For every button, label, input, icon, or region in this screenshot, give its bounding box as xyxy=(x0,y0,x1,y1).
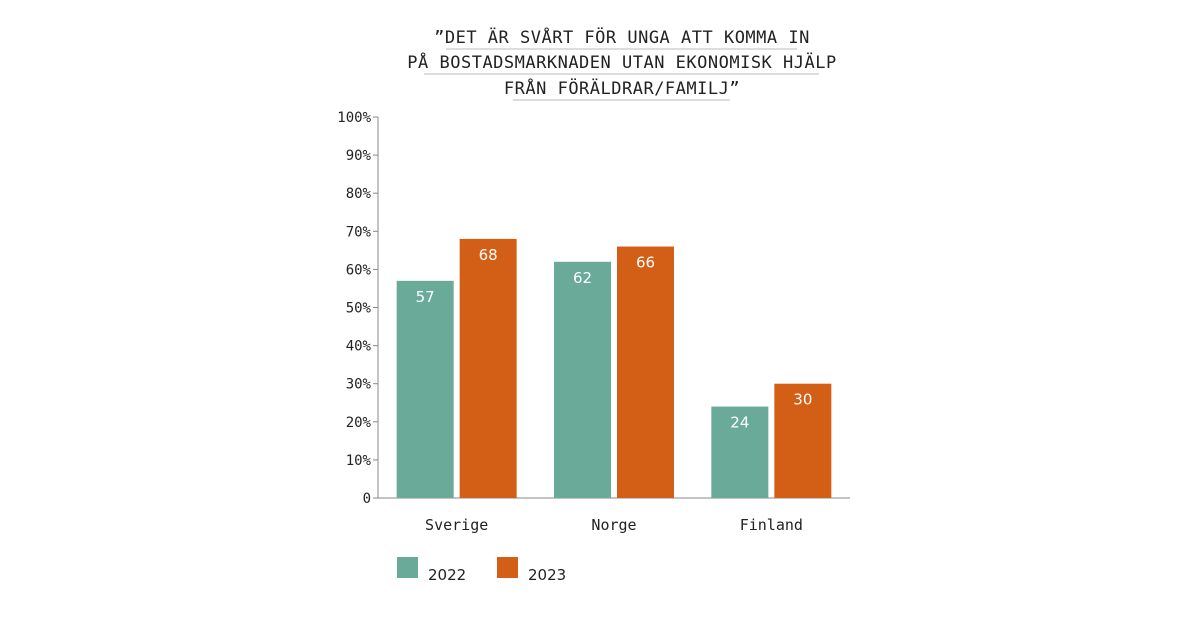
chart-title-line-2: PÅ BOSTADSMARKNADEN UTAN EKONOMISK HJÄLP xyxy=(407,51,836,73)
legend-label: 2022 xyxy=(428,566,466,584)
y-axis-ticks: 0 10% 20% 30% 40% 50% 60% 70% 80% 90% 100% xyxy=(337,110,378,507)
bar-2022-sverige xyxy=(396,280,454,498)
y-tick-label: 80% xyxy=(346,186,372,202)
data-label: 57 xyxy=(416,288,435,306)
data-label: 68 xyxy=(479,246,498,264)
data-label: 24 xyxy=(730,414,749,432)
y-tick-label: 0 xyxy=(363,491,371,507)
legend: 2022 2023 xyxy=(397,557,566,584)
category-label: Finland xyxy=(740,516,803,534)
bar-2023-norge xyxy=(617,246,674,498)
y-tick-label: 70% xyxy=(346,224,372,240)
y-tick-label: 100% xyxy=(337,110,371,126)
y-tick-label: 50% xyxy=(346,301,372,317)
data-label: 62 xyxy=(573,269,592,287)
legend-swatch-2023 xyxy=(497,557,518,578)
bar-2023-finland xyxy=(774,383,832,498)
legend-label: 2023 xyxy=(528,566,566,584)
bar-2022-norge xyxy=(554,261,611,498)
y-tick-label: 90% xyxy=(346,148,372,164)
y-tick-label: 60% xyxy=(346,262,372,278)
y-tick-label: 40% xyxy=(346,339,372,355)
category-label: Norge xyxy=(591,516,636,534)
bars: 57 68 62 66 24 30 xyxy=(396,238,832,499)
legend-swatch-2022 xyxy=(397,557,418,578)
data-label: 30 xyxy=(793,391,812,409)
y-tick-label: 20% xyxy=(346,415,372,431)
chart-title-line-3: FRÅN FÖRÄLDRAR/FAMILJ” xyxy=(504,77,740,99)
chart-title-line-1: ”DET ÄR SVÅRT FÖR UNGA ATT KOMMA IN xyxy=(434,26,810,48)
category-label: Sverige xyxy=(425,516,488,534)
y-tick-label: 10% xyxy=(346,453,372,469)
category-labels: Sverige Norge Finland xyxy=(425,516,803,534)
bar-2022-finland xyxy=(711,406,769,498)
bar-2023-sverige xyxy=(459,238,517,499)
chart-title: ”DET ÄR SVÅRT FÖR UNGA ATT KOMMA IN PÅ B… xyxy=(407,26,836,101)
data-label: 66 xyxy=(636,254,655,272)
y-tick-label: 30% xyxy=(346,377,372,393)
